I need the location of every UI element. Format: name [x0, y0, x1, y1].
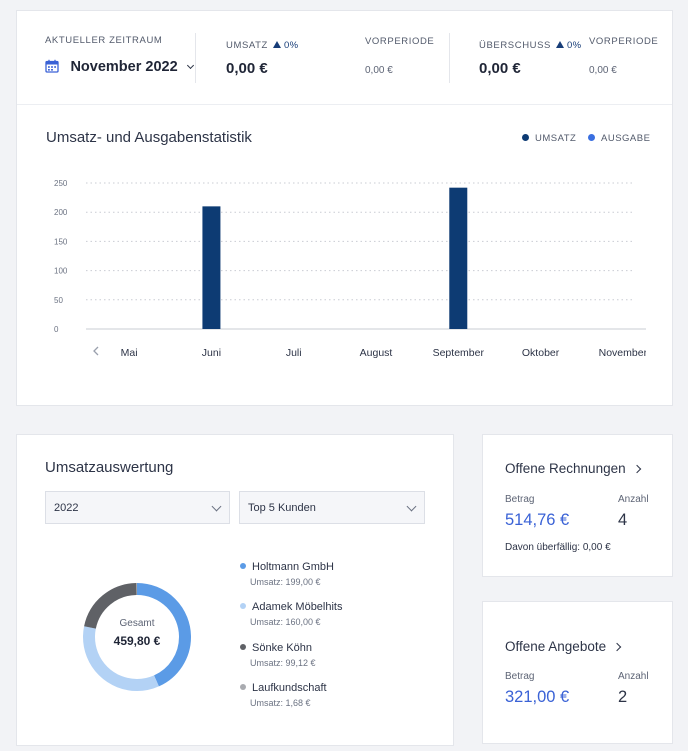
customer-name: Sönke Köhn	[252, 642, 312, 654]
kpi-row: AKTUELLER ZEITRAUM November 2022 UMSATZ 0…	[17, 11, 672, 105]
customer-item[interactable]: Holtmann GmbH Umsatz: 199,00 €	[240, 561, 334, 587]
customer-revenue: Umsatz: 160,00 €	[250, 617, 321, 627]
y-tick-label: 250	[54, 179, 68, 188]
triangle-up-icon	[272, 41, 281, 48]
vorperiode-umsatz: 0,00 €	[365, 65, 393, 76]
y-tick-label: 150	[54, 237, 68, 246]
triangle-up-icon	[556, 41, 564, 48]
vorperiode-label: VORPERIODE	[365, 36, 435, 47]
vorperiode-ueberschuss: 0,00 €	[589, 65, 617, 76]
invoices-amount-label: Betrag	[505, 494, 535, 505]
customer-revenue: Umsatz: 99,12 €	[250, 658, 316, 668]
offers-amount: 321,00 €	[505, 688, 570, 706]
statistics-card: AKTUELLER ZEITRAUM November 2022 UMSATZ 0…	[16, 10, 673, 406]
year-select-value: 2022	[54, 502, 79, 514]
open-offers-title: Offene Angebote	[505, 639, 607, 654]
umsatz-kpi-header: UMSATZ 0%	[226, 35, 298, 53]
umsatz-label: UMSATZ	[226, 40, 268, 51]
x-tick-label: August	[360, 347, 393, 359]
open-invoices-title: Offene Rechnungen	[505, 461, 626, 476]
open-invoices-link[interactable]: Offene Rechnungen	[505, 461, 641, 476]
x-tick-label: September	[433, 347, 485, 359]
x-tick-label: Juli	[286, 347, 302, 359]
divider	[195, 33, 196, 83]
calendar-icon	[45, 59, 59, 78]
bar-chart: 0 50 100 150 200 250 Mai Juni Juli August Septembe…	[54, 179, 646, 359]
invoices-amount: 514,76 €	[505, 511, 570, 529]
ueberschuss-pct: 0%	[567, 40, 582, 51]
x-tick-label: Juni	[202, 347, 221, 359]
legend-dot	[522, 134, 529, 141]
ueberschuss-kpi-header: ÜBERSCHUSS 0%	[479, 35, 582, 53]
open-offers-card: Offene Angebote Betrag 321,00 € Anzahl 2	[482, 601, 673, 744]
bar-umsatz	[202, 206, 221, 329]
customer-item[interactable]: Laufkundschaft Umsatz: 1,68 €	[240, 682, 327, 708]
bar-umsatz	[449, 187, 468, 329]
x-tick-label: November	[599, 347, 646, 359]
year-select[interactable]: 2022	[45, 491, 230, 524]
chevron-down-icon	[211, 501, 222, 512]
legend-dot	[588, 134, 595, 141]
chevron-right-icon	[632, 464, 641, 474]
customer-item[interactable]: Sönke Köhn Umsatz: 99,12 €	[240, 642, 316, 668]
customer-name: Laufkundschaft	[252, 682, 327, 694]
y-tick-label: 0	[54, 325, 59, 334]
customer-color-dot	[240, 684, 246, 690]
customer-color-dot	[240, 603, 246, 609]
customer-item[interactable]: Adamek Möbelhits Umsatz: 160,00 €	[240, 601, 343, 627]
donut-center-value: 459,80 €	[113, 634, 161, 648]
donut-chart	[83, 583, 191, 691]
y-tick-label: 100	[54, 267, 68, 276]
customer-color-dot	[240, 563, 246, 569]
y-tick-label: 200	[54, 208, 68, 217]
open-offers-link[interactable]: Offene Angebote	[505, 639, 622, 654]
umsatz-pct: 0%	[283, 40, 299, 51]
ueberschuss-value: 0,00 €	[479, 60, 521, 77]
x-tick-label: Oktober	[522, 347, 560, 359]
chevron-down-icon	[406, 501, 417, 512]
umsatz-value: 0,00 €	[226, 60, 268, 77]
legend-label: AUSGABE	[601, 133, 651, 144]
period-value: November 2022	[70, 59, 178, 75]
offers-count-label: Anzahl	[618, 671, 649, 682]
scope-select[interactable]: Top 5 Kunden	[239, 491, 425, 524]
customer-name: Holtmann GmbH	[252, 561, 334, 573]
chevron-left-icon[interactable]	[93, 346, 99, 356]
customer-name: Adamek Möbelhits	[252, 601, 343, 613]
donut-center-label: Gesamt	[119, 618, 155, 629]
legend-label: UMSATZ	[535, 133, 577, 144]
chart-title: Umsatz- und Ausgabenstatistik	[46, 129, 252, 146]
offers-amount-label: Betrag	[505, 671, 535, 682]
x-tick-label: Mai	[121, 347, 138, 359]
invoices-overdue: Davon überfällig: 0,00 €	[505, 542, 611, 553]
period-selector[interactable]: November 2022	[45, 58, 195, 78]
legend-ausgabe[interactable]: AUSGABE	[588, 133, 650, 144]
revenue-evaluation-card: Umsatzauswertung 2022 Top 5 Kunden Gesam…	[16, 434, 454, 746]
vorperiode-label-2: VORPERIODE	[589, 36, 659, 47]
chevron-right-icon	[612, 642, 622, 652]
customer-color-dot	[240, 644, 246, 650]
ueberschuss-label: ÜBERSCHUSS	[479, 40, 551, 51]
open-invoices-card: Offene Rechnungen Betrag 514,76 € Anzahl…	[482, 434, 673, 577]
chevron-down-icon	[187, 61, 195, 70]
scope-select-value: Top 5 Kunden	[248, 502, 316, 514]
donut-segment[interactable]	[83, 583, 191, 691]
legend-umsatz[interactable]: UMSATZ	[522, 133, 576, 144]
evaluation-title: Umsatzauswertung	[45, 459, 174, 476]
period-label: AKTUELLER ZEITRAUM	[45, 35, 163, 46]
customer-revenue: Umsatz: 1,68 €	[250, 698, 311, 708]
offers-count: 2	[618, 688, 628, 706]
y-tick-label: 50	[54, 296, 63, 305]
customer-revenue: Umsatz: 199,00 €	[250, 577, 321, 587]
divider	[449, 33, 450, 83]
invoices-count-label: Anzahl	[618, 494, 649, 505]
donut-segment[interactable]	[83, 583, 191, 691]
invoices-count: 4	[618, 511, 628, 529]
